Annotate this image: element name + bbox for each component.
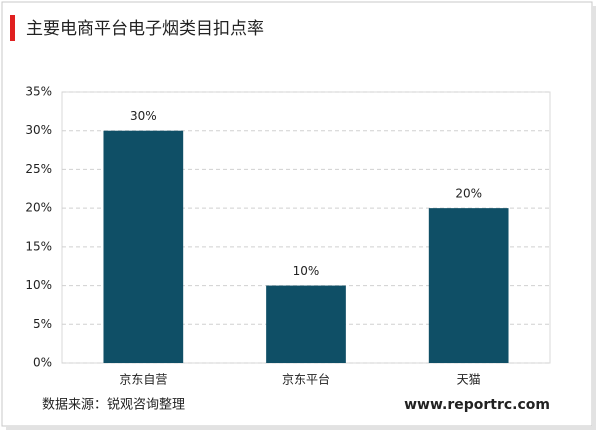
x-tick-label: 京东自营 (119, 373, 167, 387)
y-tick-label: 0% (33, 356, 52, 370)
y-tick-label: 15% (25, 239, 52, 253)
website: www.reportrc.com (404, 397, 550, 413)
bar (266, 285, 346, 363)
y-tick-label: 5% (33, 317, 52, 331)
y-tick-label: 25% (25, 162, 52, 176)
x-tick-label: 天猫 (457, 373, 481, 387)
title-accent (10, 15, 15, 41)
value-label: 20% (455, 187, 482, 201)
frame-shadow (592, 6, 596, 430)
x-tick-label: 京东平台 (282, 372, 330, 387)
y-tick-label: 35% (25, 85, 52, 99)
y-tick-label: 10% (25, 278, 52, 292)
y-tick-label: 20% (25, 201, 52, 215)
chart-title: 主要电商平台电子烟类目扣点率 (26, 19, 264, 39)
bar (103, 130, 184, 363)
frame-shadow (6, 426, 596, 430)
bar (428, 208, 509, 363)
value-label: 30% (130, 109, 157, 123)
value-label: 10% (293, 264, 320, 278)
source-note: 数据来源：锐观咨询整理 (42, 398, 185, 413)
y-tick-label: 30% (25, 123, 52, 137)
